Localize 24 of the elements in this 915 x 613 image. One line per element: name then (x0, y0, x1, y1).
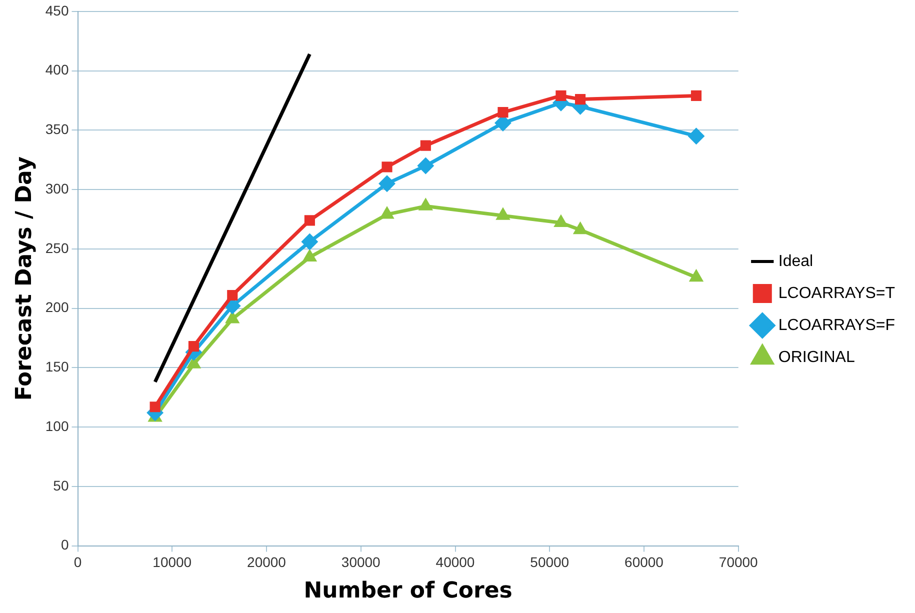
y-tick-label: 400 (45, 62, 69, 78)
x-tick-label: 60000 (624, 554, 664, 570)
y-tick-label: 200 (45, 299, 69, 316)
y-tick-label: 250 (45, 240, 69, 256)
x-tick-label: 20000 (247, 554, 286, 570)
x-axis-title: Number of Cores (304, 578, 512, 604)
legend-label: Ideal (778, 252, 814, 270)
x-tick-label: 30000 (341, 554, 381, 570)
y-tick-label: 150 (45, 358, 69, 375)
y-tick-label: 350 (45, 121, 69, 138)
y-axis-title: Forecast Days / Day (12, 156, 37, 401)
y-tick-label: 50 (53, 477, 69, 494)
x-tick-label: 40000 (436, 554, 475, 570)
y-tick-label: 450 (45, 2, 69, 18)
x-tick-label: 10000 (152, 554, 192, 570)
x-tick-label: 50000 (530, 554, 570, 570)
x-tick-label: 70000 (718, 554, 758, 570)
legend-label: LCOARRAYS=F (778, 316, 896, 334)
legend-label: LCOARRAYS=T (778, 284, 896, 302)
x-tick-label: 0 (74, 554, 82, 570)
y-tick-label: 0 (60, 536, 69, 553)
legend-label: ORIGINAL (778, 348, 855, 366)
y-tick-label: 300 (45, 180, 69, 196)
y-tick-label: 100 (45, 418, 69, 434)
